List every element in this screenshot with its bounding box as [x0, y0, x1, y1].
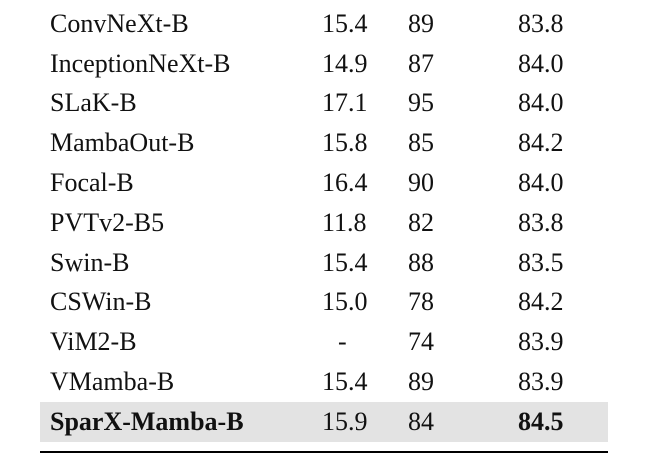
flops-cell: 15.4 — [322, 8, 368, 38]
model-name-cell: InceptionNeXt-B — [50, 48, 231, 78]
accuracy-cell: 84.0 — [518, 88, 564, 118]
throughput-cell: 90 — [408, 168, 434, 198]
accuracy-cell: 84.5 — [474, 401, 608, 442]
accuracy-cell: 84.2 — [518, 128, 564, 158]
model-name-cell: SLaK-B — [50, 88, 137, 118]
table-bottom-rule — [40, 451, 608, 453]
model-name-cell: Swin-B — [50, 247, 130, 277]
throughput-cell: 85 — [408, 128, 434, 158]
flops-cell: 15.4 — [322, 367, 368, 397]
table-row: MambaOut-B 15.8 85 84.2 — [40, 123, 608, 163]
accuracy-cell: 84.0 — [518, 48, 564, 78]
model-name-cell: SparX-Mamba-B — [40, 401, 310, 442]
table-row: SLaK-B 17.1 95 84.0 — [40, 84, 608, 124]
model-name-cell: CSWin-B — [50, 287, 152, 317]
throughput-cell: 88 — [408, 247, 434, 277]
accuracy-cell: 83.5 — [518, 247, 564, 277]
model-name-cell: ConvNeXt-B — [50, 8, 189, 38]
results-table: ConvNeXt-B 15.4 89 83.8 InceptionNeXt-B … — [40, 4, 608, 442]
accuracy-cell: 84.0 — [518, 168, 564, 198]
results-table-body: ConvNeXt-B 15.4 89 83.8 InceptionNeXt-B … — [40, 4, 608, 442]
throughput-cell: 78 — [408, 287, 434, 317]
table-row: InceptionNeXt-B 14.9 87 84.0 — [40, 44, 608, 84]
model-name-cell: MambaOut-B — [50, 128, 195, 158]
throughput-cell: 89 — [408, 8, 434, 38]
flops-cell: 15.8 — [322, 128, 368, 158]
table-row: ViM2-B - 74 83.9 — [40, 322, 608, 362]
throughput-cell: 89 — [408, 367, 434, 397]
table-row: PVTv2-B5 11.8 82 83.8 — [40, 203, 608, 243]
flops-cell: 14.9 — [322, 48, 368, 78]
accuracy-cell: 83.8 — [518, 8, 564, 38]
flops-cell: 15.4 — [322, 247, 368, 277]
accuracy-cell: 83.9 — [518, 327, 564, 357]
accuracy-cell: 83.8 — [518, 207, 564, 237]
table-row: VMamba-B 15.4 89 83.9 — [40, 362, 608, 402]
throughput-cell: 87 — [408, 48, 434, 78]
throughput-cell: 84 — [392, 401, 474, 442]
flops-cell: 15.0 — [322, 287, 368, 317]
highlighted-table-row: SparX-Mamba-B 15.9 84 84.5 — [40, 401, 608, 442]
throughput-cell: 82 — [408, 207, 434, 237]
flops-cell: - — [338, 327, 347, 357]
table-row: Focal-B 16.4 90 84.0 — [40, 163, 608, 203]
model-name-cell: Focal-B — [50, 168, 134, 198]
flops-cell: 11.8 — [322, 207, 367, 237]
accuracy-cell: 83.9 — [518, 367, 564, 397]
throughput-cell: 74 — [408, 327, 434, 357]
throughput-cell: 95 — [408, 88, 434, 118]
flops-cell: 17.1 — [322, 88, 368, 118]
results-table-container: ConvNeXt-B 15.4 89 83.8 InceptionNeXt-B … — [40, 4, 608, 442]
accuracy-cell: 84.2 — [518, 287, 564, 317]
flops-cell: 16.4 — [322, 168, 368, 198]
model-name-cell: VMamba-B — [50, 367, 175, 397]
model-name-cell: PVTv2-B5 — [50, 207, 165, 237]
table-row: CSWin-B 15.0 78 84.2 — [40, 283, 608, 323]
table-row: ConvNeXt-B 15.4 89 83.8 — [40, 4, 608, 44]
model-name-cell: ViM2-B — [50, 327, 137, 357]
flops-cell: 15.9 — [310, 401, 392, 442]
table-row: Swin-B 15.4 88 83.5 — [40, 243, 608, 283]
